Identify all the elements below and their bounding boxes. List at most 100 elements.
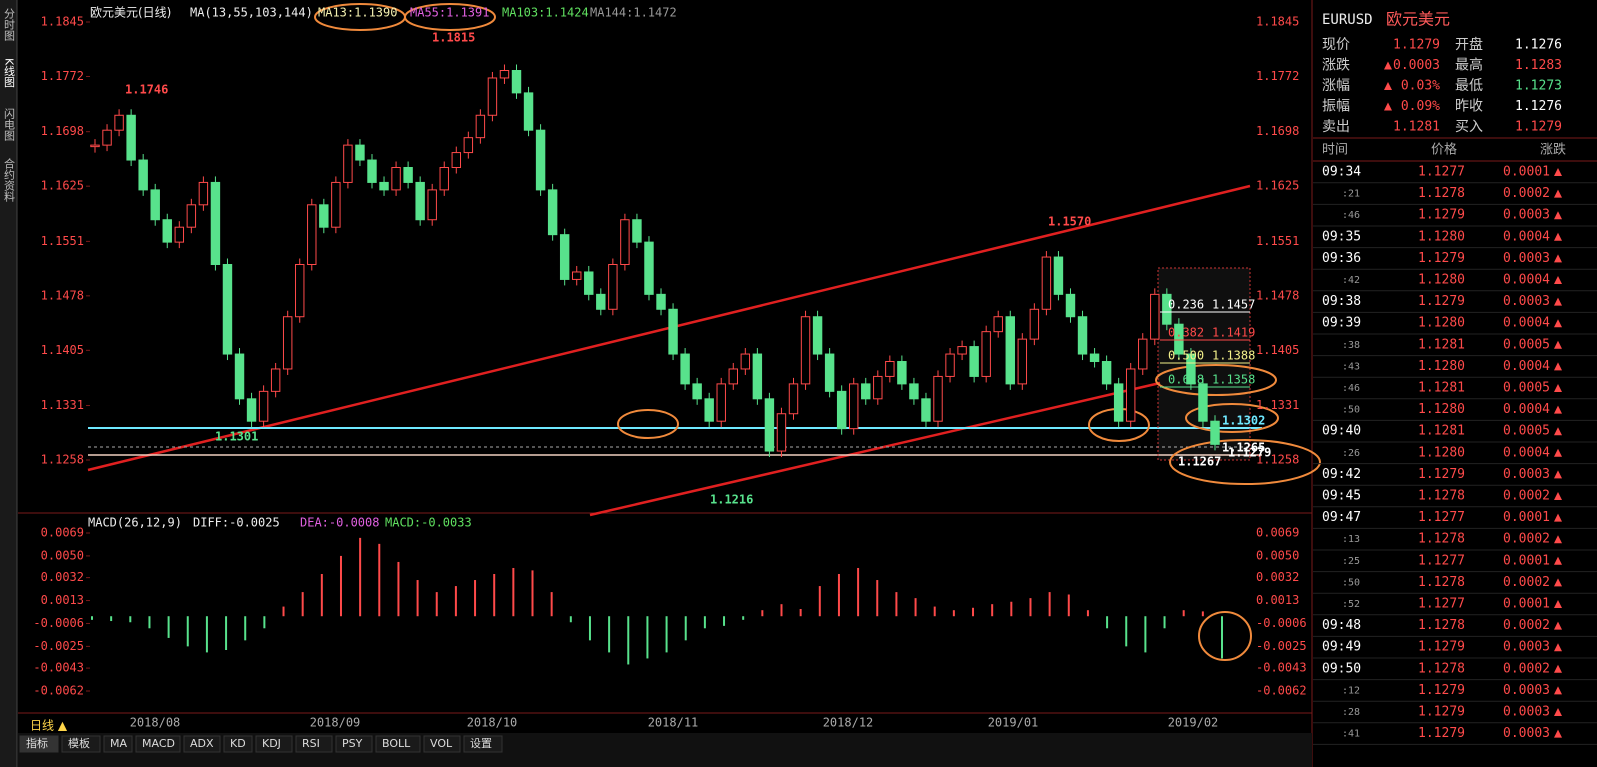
tab-label[interactable]: BOLL [382,737,411,750]
quote-label: 最低 [1455,78,1483,94]
quote-value: 1.1276 [1515,38,1562,53]
side-tab[interactable]: 闪电图 [3,107,16,142]
candle [776,413,787,452]
quote-value: 1.1281 [1393,120,1440,135]
up-arrow [1554,729,1562,738]
tick-price: 1.1281 [1418,337,1465,352]
tick-time: 09:48 [1322,618,1361,633]
candle [355,144,365,161]
candle [222,264,233,355]
price-annotation: 1.1570 [1048,215,1091,229]
candle [1162,293,1172,325]
y-tick-label: -0.0025 [1256,639,1307,653]
tab[interactable] [103,735,133,753]
candle [1174,323,1184,355]
y-tick-label: 1.1845 [1256,15,1299,29]
tab-label[interactable]: RSI [302,737,320,750]
candle [740,353,751,370]
y-tick-label: 1.1551 [1256,234,1299,248]
candle [1065,293,1076,318]
y-tick-label: -0.0006 [1256,616,1307,630]
candle [1210,420,1220,445]
candle [1053,256,1064,295]
side-tab[interactable]: K线图 [3,58,16,88]
quote-value: 0.03% [1401,79,1440,94]
quote-label: 涨跌 [1322,58,1350,74]
tick-change: 0.0002 [1503,532,1550,547]
tab[interactable] [375,735,421,753]
up-arrow [1554,578,1562,587]
tab[interactable] [423,735,461,753]
column-header: 涨跌 [1540,142,1566,158]
tick-change: 0.0003 [1503,705,1550,720]
tab-label[interactable]: KDJ [262,737,281,750]
tab-label[interactable]: PSY [342,737,363,750]
y-tick-label: 0.0032 [1256,570,1299,584]
candle [752,353,763,400]
candle [1138,338,1148,370]
tick-change: 0.0003 [1503,251,1550,266]
tab-label[interactable]: 指标 [26,736,48,750]
ma-value: MA103:1.1424 [502,6,589,20]
y-tick-label: 1.1478 [1256,288,1299,302]
y-tick-label: 1.1331 [41,398,84,412]
side-tab[interactable]: 分时图 [3,8,16,42]
y-tick-label: 0.0032 [41,570,84,584]
tick-price: 1.1278 [1418,618,1465,633]
tab[interactable] [463,735,503,753]
tick-time: :52 [1342,599,1360,610]
tab[interactable] [183,735,221,753]
side-tab[interactable]: 合约资料 [3,157,16,203]
candle [186,204,197,228]
ma-value: MA55:1.1391 [410,6,489,20]
quote-label: 振幅 [1322,99,1350,115]
quote-label: 开盘 [1455,36,1483,53]
tab[interactable] [135,735,181,753]
quote-value: 1.1276 [1515,99,1562,114]
tab-label[interactable]: VOL [430,737,453,750]
candle [885,361,895,377]
tick-time: 09:42 [1322,467,1361,482]
tick-price: 1.1279 [1418,726,1465,741]
candle [873,375,883,400]
tick-price: 1.1279 [1418,208,1465,223]
tick-price: 1.1280 [1418,402,1465,417]
tab[interactable] [295,735,333,753]
tick-change: 0.0002 [1503,489,1550,504]
tick-price: 1.1281 [1418,424,1465,439]
fib-price: 1.1388 [1212,349,1255,363]
tab-label[interactable]: 模板 [68,736,90,750]
quote-value: 1.1273 [1515,79,1562,94]
candle [523,92,534,131]
tab-label[interactable]: MA [110,737,127,750]
tick-price: 1.1280 [1418,316,1465,331]
price-annotation: 1.1216 [710,493,753,507]
tick-price: 1.1278 [1418,575,1465,590]
tab[interactable] [61,735,101,753]
candle [836,390,847,430]
tab[interactable] [19,735,59,753]
candle [1186,353,1196,385]
candle [162,219,172,243]
tab[interactable] [223,735,253,753]
tick-price: 1.1280 [1418,229,1465,244]
x-tick-label: 2019/01 [988,716,1039,730]
tick-change: 0.0004 [1503,316,1550,331]
x-tick-label: 2018/08 [130,716,181,730]
candle [800,316,811,385]
tab-label[interactable]: MACD [142,737,175,750]
up-arrow [1554,232,1562,241]
tick-change: 0.0003 [1503,640,1550,655]
tab-label[interactable]: 设置 [470,737,492,750]
tab[interactable] [335,735,373,753]
tab-label[interactable]: KD [230,737,246,750]
tab[interactable] [255,735,293,753]
tick-time: 09:40 [1322,424,1361,439]
period-tab[interactable]: 日线 ▲ [30,719,68,733]
y-tick-label: 1.1625 [41,179,84,193]
ma-value: MA13:1.1390 [318,6,397,20]
tab-label[interactable]: ADX [190,737,214,750]
up-arrow [1554,513,1562,522]
up-arrow [1554,708,1562,716]
